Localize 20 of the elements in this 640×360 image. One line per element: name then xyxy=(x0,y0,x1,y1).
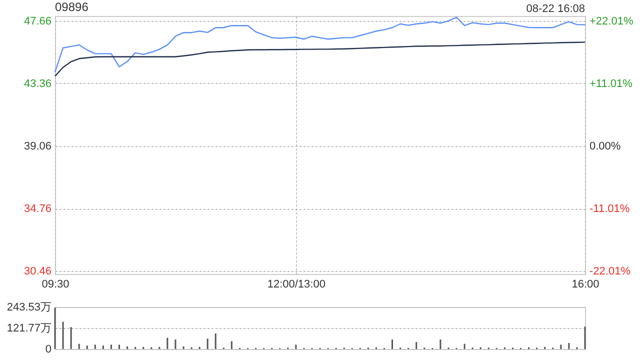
y2-tick-label: -11.01% xyxy=(590,203,630,216)
y-tick-label: 0 xyxy=(45,344,52,356)
x-tick-label: 09:30 xyxy=(42,278,70,290)
line-series xyxy=(54,42,586,77)
line-series xyxy=(54,16,586,73)
y-tick-label: 243.53万 xyxy=(6,302,52,314)
chart-title: 09896 xyxy=(55,0,89,14)
y-tick-label: 39.06 xyxy=(24,140,52,152)
y2-tick-label: +22.01% xyxy=(590,15,634,28)
x-tick-label: 16:00 xyxy=(572,278,600,290)
y-tick-label: 47.66 xyxy=(24,15,52,28)
y-tick-label: 30.46 xyxy=(24,266,52,278)
y2-tick-label: +11.01% xyxy=(590,78,633,90)
y2-tick-label: 0.00% xyxy=(590,140,621,152)
y2-tick-label: -22.01% xyxy=(590,266,631,278)
y-tick-label: 34.76 xyxy=(24,203,52,216)
y-tick-label: 121.77万 xyxy=(6,322,52,334)
y-tick-label: 43.36 xyxy=(24,78,52,90)
x-tick-label: 12:00/13:00 xyxy=(267,278,326,290)
text: 08-22 16:08 xyxy=(526,3,585,15)
